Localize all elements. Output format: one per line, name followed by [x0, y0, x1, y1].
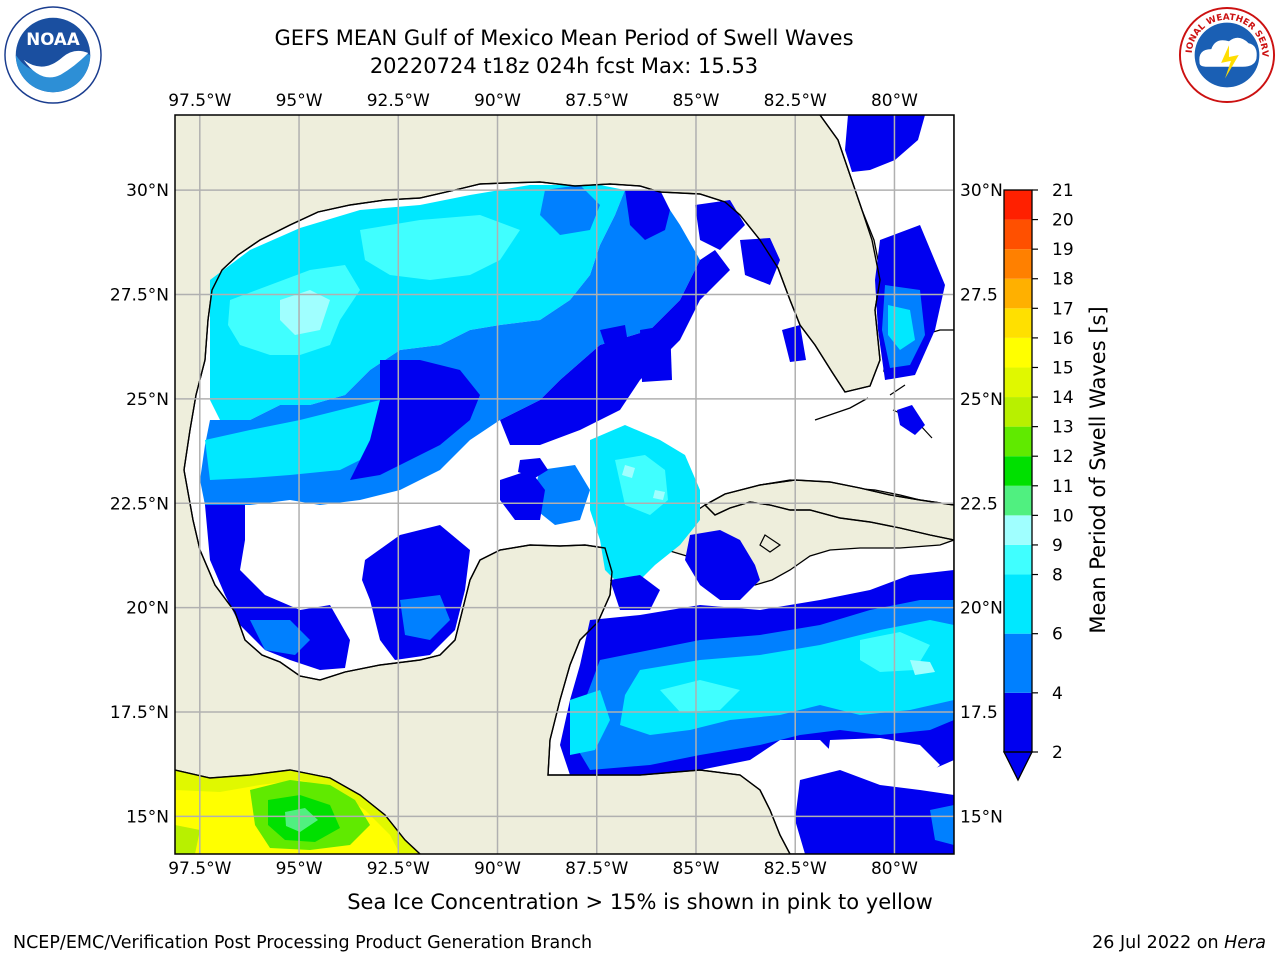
- lon-label-top: 82.5°W: [764, 91, 827, 111]
- colorbar-segment: [1004, 426, 1032, 457]
- colorbar-tick-label: 16: [1052, 329, 1074, 349]
- lat-label-right: 15°N: [960, 807, 1003, 827]
- noaa-logo-icon: NOAA: [4, 6, 102, 104]
- colorbar-tick-label: 10: [1052, 506, 1074, 526]
- colorbar-label: Mean Period of Swell Waves [s]: [1086, 306, 1110, 634]
- colorbar-extend-arrow: [1002, 751, 1034, 782]
- colorbar-segment: [1004, 456, 1032, 486]
- lon-label-top: 87.5°W: [565, 91, 628, 111]
- lat-label-left: 30°N: [126, 181, 169, 201]
- colorbar-tick-label: 6: [1052, 625, 1063, 645]
- colorbar-segment: [1004, 308, 1032, 338]
- lon-label-top: 97.5°W: [168, 91, 231, 111]
- lat-label-right: 30°N: [960, 181, 1003, 201]
- colorbar-tick-label: 4: [1052, 684, 1063, 704]
- coastline-mexico: [183, 469, 791, 854]
- colorbar-tick-label: 18: [1052, 270, 1074, 290]
- lat-label-left: 17.5°N: [110, 703, 169, 723]
- colorbar-segment: [1004, 574, 1032, 634]
- colorbar-tick-label: 9: [1052, 536, 1063, 556]
- map-subtitle: 20220724 t18z 024h fcst Max: 15.53: [369, 54, 759, 78]
- colorbar-segment: [1004, 337, 1032, 368]
- lon-label-top: 85°W: [673, 91, 720, 111]
- lat-label-left: 22.5°N: [110, 494, 169, 514]
- florida-keys: [814, 397, 869, 421]
- lon-label-bottom: 82.5°W: [764, 859, 827, 879]
- lon-label-bottom: 85°W: [673, 859, 720, 879]
- colorbar-segment: [1004, 278, 1032, 309]
- lat-label-left: 20°N: [126, 599, 169, 619]
- colorbar-frame: [1003, 189, 1033, 753]
- lon-label-bottom: 92.5°W: [367, 859, 430, 879]
- colorbar-tick-label: 20: [1052, 211, 1074, 231]
- colorbar-tick-label: 8: [1052, 566, 1063, 586]
- noaa-logo-text: NOAA: [26, 30, 80, 49]
- lon-label-bottom: 97.5°W: [168, 859, 231, 879]
- axis-labels: 97.5°W 97.5°W 95°W 95°W 92.5°W 92.5°W 90°W 90°W…: [110, 91, 1003, 879]
- colorbar-segment: [1004, 544, 1032, 575]
- lon-label-bottom: 80°W: [871, 859, 918, 879]
- nws-logo-icon: NATIONAL WEATHER SERVICE: [1178, 6, 1276, 104]
- map-title: GEFS MEAN Gulf of Mexico Mean Period of …: [274, 26, 854, 50]
- footer-date: 26 Jul 2022 on Hera: [1092, 933, 1266, 953]
- lon-label-top: 92.5°W: [367, 91, 430, 111]
- lat-label-right: 20°N: [960, 599, 1003, 619]
- lon-label-bottom: 90°W: [474, 859, 521, 879]
- isle-of-youth: [759, 534, 782, 553]
- lon-label-bottom: 95°W: [276, 859, 323, 879]
- coastline: [183, 115, 881, 471]
- colorbar-segment: [1004, 692, 1032, 752]
- footer-date-text: 26 Jul 2022 on: [1092, 933, 1225, 953]
- colorbar-segment: [1004, 485, 1032, 516]
- sea-ice-note: Sea Ice Concentration > 15% is shown in …: [347, 890, 933, 914]
- colorbar-segment: [1004, 367, 1032, 398]
- colorbar-segment: [1004, 515, 1032, 545]
- coastline-cuba: [704, 479, 954, 541]
- colorbar-tick-label: 14: [1052, 388, 1074, 408]
- lon-label-top: 90°W: [474, 91, 521, 111]
- footer-host: Hera: [1224, 933, 1266, 953]
- colorbar-segment: [1004, 633, 1032, 693]
- lat-label-right: 17.5: [960, 703, 998, 723]
- colorbar-tick-label: 2: [1052, 743, 1063, 763]
- colorbar: 2 4 6 8 9 10 11 12 13 14 15 16 17 18 19 20 21: [1002, 181, 1074, 782]
- lon-label-top: 95°W: [276, 91, 323, 111]
- lat-label-right: 27.5: [960, 286, 998, 306]
- colorbar-tick-label: 12: [1052, 447, 1074, 467]
- lat-label-left: 25°N: [126, 390, 169, 410]
- lon-label-top: 80°W: [871, 91, 918, 111]
- footer-credit: NCEP/EMC/Verification Post Processing Pr…: [13, 933, 593, 953]
- lat-label-left: 15°N: [126, 807, 169, 827]
- graticule: [175, 115, 954, 854]
- map-frame: [174, 114, 955, 855]
- colorbar-segment: [1004, 249, 1032, 279]
- colorbar-tick-label: 17: [1052, 299, 1074, 319]
- lon-label-bottom: 87.5°W: [565, 859, 628, 879]
- colorbar-segment: [1004, 397, 1032, 427]
- colorbar-tick-label: 13: [1052, 418, 1074, 438]
- lat-label-right: 22.5: [960, 494, 998, 514]
- colorbar-tick-label: 21: [1052, 181, 1074, 201]
- lat-label-left: 27.5°N: [110, 286, 169, 306]
- colorbar-tick-label: 15: [1052, 358, 1074, 378]
- colorbar-segment: [1004, 190, 1032, 220]
- colorbar-tick-label: 19: [1052, 240, 1074, 260]
- lat-label-right: 25°N: [960, 390, 1003, 410]
- colorbar-tick-label: 11: [1052, 477, 1074, 497]
- colorbar-segment: [1004, 219, 1032, 250]
